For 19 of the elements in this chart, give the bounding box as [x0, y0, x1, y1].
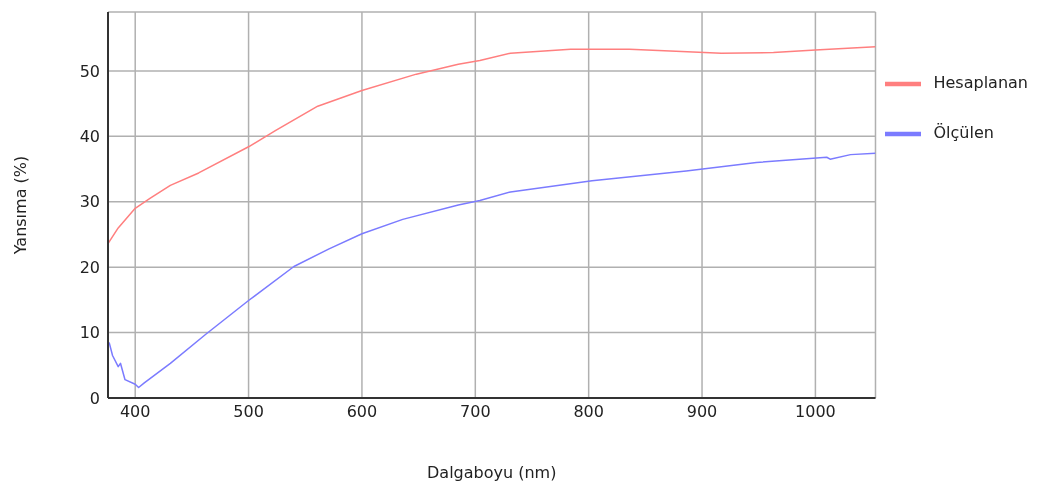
legend-label: Hesaplanan	[932, 73, 1028, 92]
y-tick-label: 0	[89, 388, 100, 408]
x-tick-label: 1000	[795, 402, 836, 422]
x-tick-label: 500	[233, 402, 264, 422]
x-tick-label: 900	[686, 402, 718, 422]
y-axis-title: Yansıma (%)	[10, 155, 30, 256]
line-series	[108, 45, 876, 245]
y-tick-label: 10	[79, 323, 100, 343]
y-tick-label: 30	[79, 192, 100, 212]
x-tick-label: 400	[119, 402, 151, 422]
y-tick-label: 40	[79, 126, 100, 146]
x-tick-label: 800	[573, 402, 604, 422]
legend-label: Ölçülen	[932, 123, 994, 142]
x-tick-label: 700	[460, 402, 491, 422]
line-series	[108, 152, 876, 389]
y-tick-label: 50	[79, 61, 100, 81]
x-axis-title: Dalgaboyu (nm)	[427, 463, 557, 482]
x-tick-label: 600	[346, 402, 378, 422]
y-tick-label: 20	[79, 257, 100, 277]
